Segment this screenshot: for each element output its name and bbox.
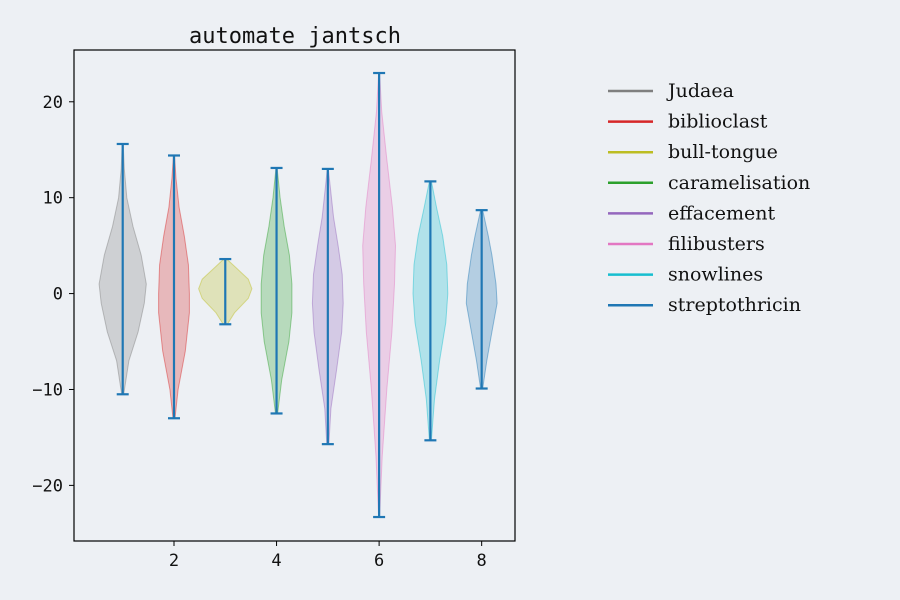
legend-label-caramelisation: caramelisation [668,172,810,194]
x-tick-label: 6 [374,551,384,571]
legend-label-filibusters: filibusters [668,233,765,255]
whisker-layer [116,71,488,519]
legend-label-judaea: Judaea [666,80,734,102]
y-tick-label: 20 [43,93,63,113]
y-tick-label: 0 [53,285,63,305]
x-tick-label: 8 [477,551,487,571]
legend-label-bull-tongue: bull-tongue [668,141,778,163]
legend-label-biblioclast: biblioclast [668,111,768,133]
y-tick-label: 10 [43,189,63,209]
legend: Judaea biblioclast bull-tongue caramelisati… [608,80,810,316]
axes-frame [73,49,516,542]
x-tick-label: 4 [271,551,281,571]
violin-layer [98,72,498,518]
chart-title: automate jantsch [189,24,401,49]
y-tick-label: −10 [32,380,63,400]
y-tick-label: −20 [32,476,63,496]
legend-label-effacement: effacement [668,202,775,224]
x-tick-label: 2 [169,551,179,571]
x-axis-ticks: 2 4 6 8 [169,541,487,571]
legend-label-streptothricin: streptothricin [668,294,801,316]
legend-label-snowlines: snowlines [668,264,763,286]
y-axis-ticks: −20 −10 0 10 20 [32,93,74,496]
